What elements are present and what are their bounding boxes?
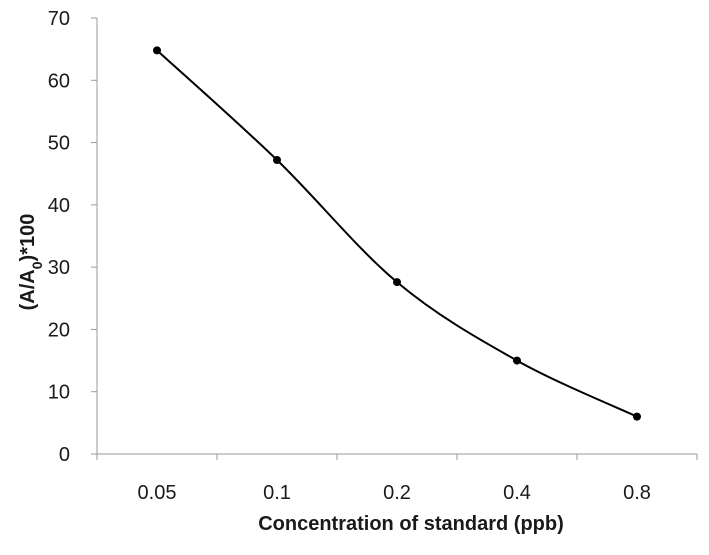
series-group — [153, 46, 641, 421]
x-axis-title: Concentration of standard (ppb) — [258, 513, 564, 535]
y-axis-title: (A/A0)*100 — [17, 214, 45, 311]
y-tick-label: 70 — [48, 8, 70, 30]
x-tick-label: 0.4 — [503, 482, 531, 504]
y-tick-label: 0 — [59, 444, 70, 466]
data-point — [633, 412, 641, 421]
y-tick-label: 40 — [48, 195, 70, 217]
data-point — [273, 156, 281, 165]
series-line — [156, 49, 638, 418]
y-tick-label: 50 — [48, 133, 70, 155]
data-point — [153, 46, 161, 55]
data-point — [393, 278, 401, 287]
y-axis-tick-labels: 0 10 20 30 40 50 60 70 — [48, 8, 70, 466]
x-tick-label: 0.8 — [623, 482, 651, 504]
y-tick-label: 30 — [48, 257, 70, 279]
x-axis-tick-labels: 0.05 0.1 0.2 0.4 0.8 — [138, 482, 651, 504]
y-tick-label: 60 — [48, 70, 70, 92]
x-tick-label: 0.05 — [138, 482, 177, 504]
y-tick-label: 20 — [48, 319, 70, 341]
x-tick-label: 0.2 — [383, 482, 411, 504]
x-tick-label: 0.1 — [263, 482, 291, 504]
data-point — [513, 356, 521, 365]
axes — [91, 17, 698, 460]
y-tick-label: 10 — [48, 382, 70, 404]
